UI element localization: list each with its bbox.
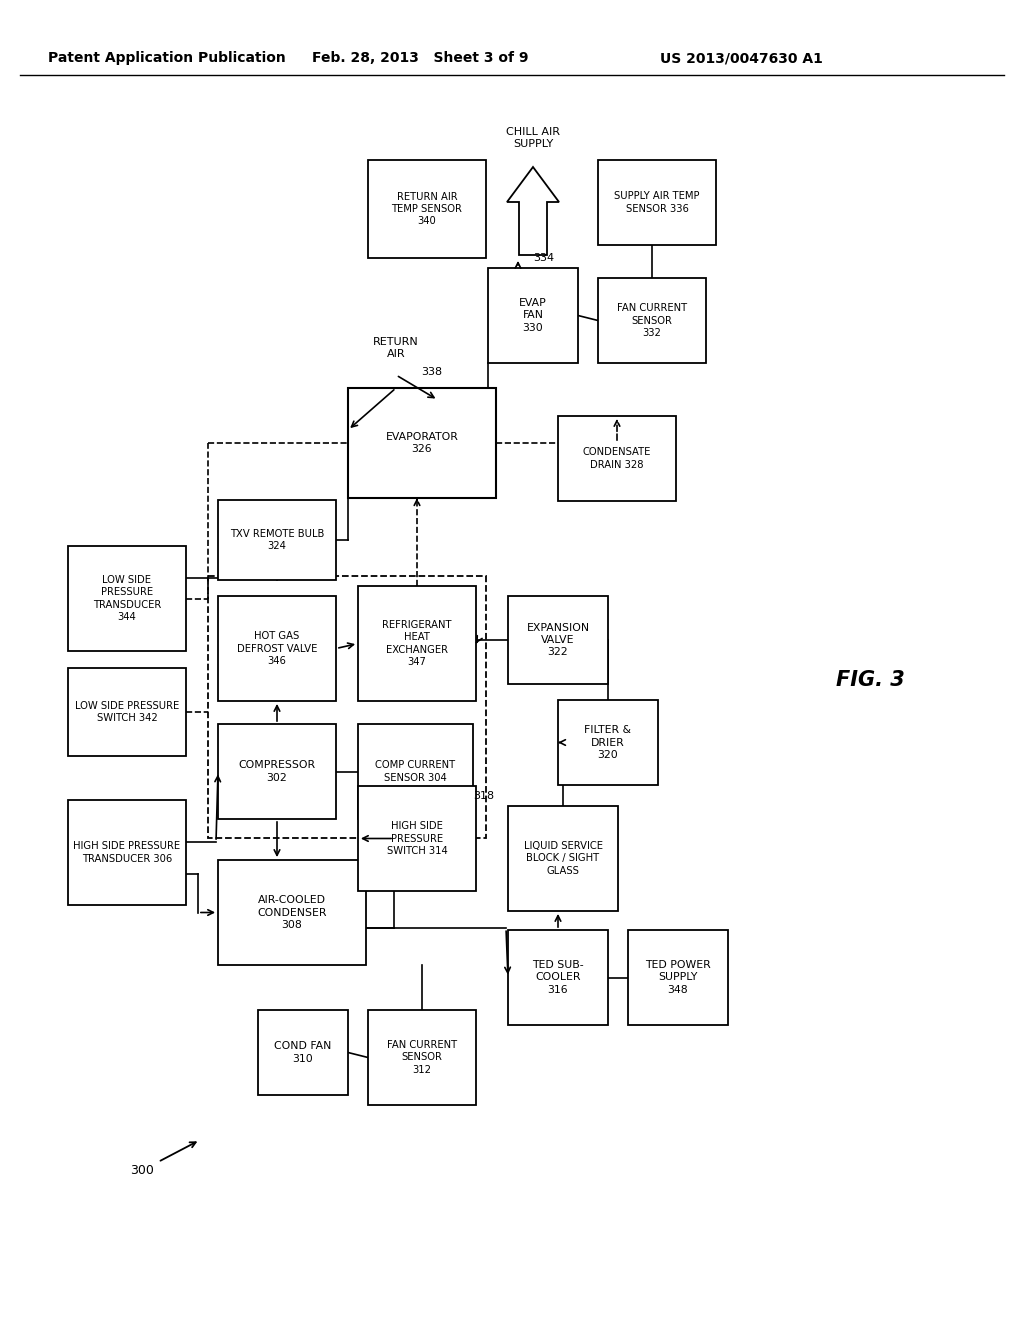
Bar	[488, 268, 578, 363]
Text: HIGH SIDE PRESSURE
TRANSDUCER 306: HIGH SIDE PRESSURE TRANSDUCER 306	[74, 841, 180, 863]
Text: US 2013/0047630 A1: US 2013/0047630 A1	[660, 51, 823, 65]
Bar	[218, 597, 336, 701]
Bar	[368, 160, 486, 257]
Text: COMPRESSOR
302: COMPRESSOR 302	[239, 760, 315, 783]
Text: 300: 300	[130, 1163, 154, 1176]
Text: EVAPORATOR
326: EVAPORATOR 326	[386, 432, 459, 454]
Text: RETURN AIR
TEMP SENSOR
340: RETURN AIR TEMP SENSOR 340	[391, 191, 463, 227]
Text: COND FAN
310: COND FAN 310	[274, 1041, 332, 1064]
Bar	[348, 388, 496, 498]
Bar	[218, 861, 366, 965]
Bar	[258, 1010, 348, 1096]
Text: Feb. 28, 2013   Sheet 3 of 9: Feb. 28, 2013 Sheet 3 of 9	[311, 51, 528, 65]
Bar	[358, 785, 476, 891]
Bar	[508, 931, 608, 1026]
Bar	[558, 416, 676, 502]
FancyArrow shape	[507, 168, 559, 255]
Text: 338: 338	[422, 367, 442, 378]
Text: LIQUID SERVICE
BLOCK / SIGHT
GLASS: LIQUID SERVICE BLOCK / SIGHT GLASS	[523, 841, 602, 876]
Text: 318: 318	[473, 791, 494, 801]
Bar	[68, 800, 186, 906]
Bar	[558, 700, 658, 785]
Text: TED POWER
SUPPLY
348: TED POWER SUPPLY 348	[645, 960, 711, 995]
Bar	[358, 586, 476, 701]
Text: CONDENSATE
DRAIN 328: CONDENSATE DRAIN 328	[583, 447, 651, 470]
Text: REFRIGERANT
HEAT
EXCHANGER
347: REFRIGERANT HEAT EXCHANGER 347	[382, 620, 452, 667]
Text: Patent Application Publication: Patent Application Publication	[48, 51, 286, 65]
Text: CHILL AIR
SUPPLY: CHILL AIR SUPPLY	[506, 127, 560, 149]
Bar	[598, 279, 706, 363]
Text: TED SUB-
COOLER
316: TED SUB- COOLER 316	[532, 960, 584, 995]
Bar	[218, 500, 336, 579]
Bar	[508, 807, 618, 911]
Text: HIGH SIDE
PRESSURE
SWITCH 314: HIGH SIDE PRESSURE SWITCH 314	[387, 821, 447, 855]
Text: EVAP
FAN
330: EVAP FAN 330	[519, 298, 547, 333]
Text: 334: 334	[534, 253, 554, 263]
Text: TXV REMOTE BULB
324: TXV REMOTE BULB 324	[229, 529, 325, 552]
Bar	[628, 931, 728, 1026]
Text: COMP CURRENT
SENSOR 304: COMP CURRENT SENSOR 304	[376, 760, 456, 783]
Bar	[208, 576, 486, 838]
Text: LOW SIDE
PRESSURE
TRANSDUCER
344: LOW SIDE PRESSURE TRANSDUCER 344	[93, 576, 161, 622]
Text: EXPANSION
VALVE
322: EXPANSION VALVE 322	[526, 623, 590, 657]
Text: FAN CURRENT
SENSOR
332: FAN CURRENT SENSOR 332	[616, 304, 687, 338]
Text: LOW SIDE PRESSURE
SWITCH 342: LOW SIDE PRESSURE SWITCH 342	[75, 701, 179, 723]
Bar	[598, 160, 716, 246]
Text: HOT GAS
DEFROST VALVE
346: HOT GAS DEFROST VALVE 346	[237, 631, 317, 665]
Text: AIR-COOLED
CONDENSER
308: AIR-COOLED CONDENSER 308	[257, 895, 327, 929]
Bar	[68, 668, 186, 756]
Bar	[368, 1010, 476, 1105]
Text: FAN CURRENT
SENSOR
312: FAN CURRENT SENSOR 312	[387, 1040, 457, 1074]
Bar	[508, 597, 608, 684]
Text: SUPPLY AIR TEMP
SENSOR 336: SUPPLY AIR TEMP SENSOR 336	[614, 191, 699, 214]
Text: FILTER &
DRIER
320: FILTER & DRIER 320	[585, 725, 632, 760]
Bar	[68, 546, 186, 651]
Text: FIG. 3: FIG. 3	[836, 671, 904, 690]
Bar	[218, 723, 336, 818]
Text: RETURN
AIR: RETURN AIR	[373, 337, 419, 359]
Bar	[358, 723, 473, 818]
